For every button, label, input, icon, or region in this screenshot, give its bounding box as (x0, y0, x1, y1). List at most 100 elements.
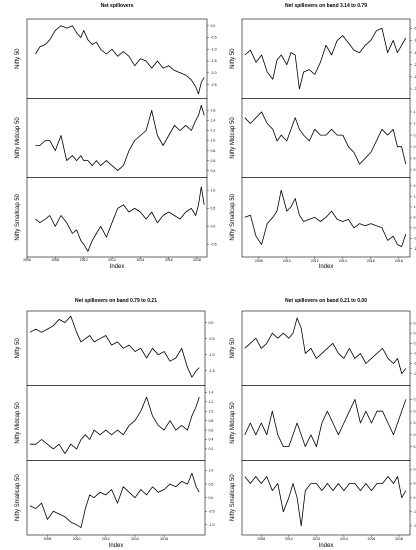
y-tick-label: 0.0 (211, 24, 216, 28)
series-label: Nifty 50 (230, 48, 236, 69)
y-tick-label: 0.6 (209, 428, 214, 432)
chart-title: Net spillovers (101, 3, 134, 9)
x-tick-label: 2012 (108, 258, 116, 262)
y-tick-label: 1.0 (211, 139, 216, 143)
y-tick-label: 0.3 (414, 409, 416, 413)
x-axis-label: Index (319, 264, 334, 270)
series-strip-3: -0.5 0.0 0.5 1.0 Nifty Smallcap 50 (15, 177, 217, 258)
strip-frame (26, 385, 206, 461)
series-label: Nifty Midcap 50 (15, 117, 21, 159)
y-tick-label: -0.2 (414, 510, 416, 514)
strip-frame (241, 385, 411, 461)
series-strip-2: 0.4 0.6 0.8 1.0 1.2 1.4 1.6 Nifty Midcap 50 (15, 98, 216, 178)
chart-panel-4: Net spillovers on band 0.21 to 0.00 -0.6 -… (230, 298, 416, 549)
y-tick-label: -2.5 (211, 83, 217, 87)
y-tick-label: -1.5 (414, 51, 416, 55)
y-tick-label: 0.8 (211, 149, 216, 153)
y-tick-label: 1.2 (414, 110, 416, 114)
y-tick-label: 0.4 (414, 156, 416, 160)
y-tick-label: -0.5 (211, 36, 217, 40)
x-tick-label: 2010 (73, 537, 81, 541)
x-tick-label: 2016 (165, 258, 173, 262)
x-tick-label: 2010 (285, 537, 293, 541)
x-tick-label: 2016 (160, 537, 168, 541)
y-tick-label: 0.6 (414, 145, 416, 149)
x-tick-label: 2014 (340, 537, 348, 541)
series-label: Nifty 50 (230, 338, 236, 359)
series-strip-2: 0.2 0.4 0.6 0.8 1.0 1.2 1.4 Nifty Midcap 50 (15, 385, 214, 461)
y-tick-label: 1.2 (211, 129, 216, 133)
x-tick-label: 2010 (80, 258, 88, 262)
y-tick-label: -0.6 (414, 372, 416, 376)
y-tick-label: 1.4 (211, 119, 216, 123)
y-tick-label: -2.5 (414, 75, 416, 79)
series-strip-1: -1.5 -1.0 -0.5 0.0 Nifty 50 (15, 310, 215, 386)
y-tick-label: -0.4 (414, 362, 416, 366)
series-label: Nifty Smallcap 50 (15, 193, 21, 240)
x-tick-label: 2006 (23, 258, 31, 262)
y-tick-label: 1.0 (211, 189, 216, 193)
y-tick-label: -0.5 (414, 26, 416, 30)
series-line (244, 476, 407, 527)
series-line (244, 398, 407, 448)
y-tick-label: -1.0 (209, 353, 215, 357)
y-tick-label: 0.0 (414, 496, 416, 500)
y-tick-label: 0.0 (414, 341, 416, 345)
strip-frame (241, 460, 411, 536)
series-strip-3: -0.4 -0.2 0.0 0.2 0.4 Nifty Smallcap 50 (230, 460, 416, 536)
x-tick-label: 2014 (136, 258, 144, 262)
y-tick-label: 0.5 (414, 216, 416, 220)
y-tick-label: -0.5 (209, 509, 215, 513)
y-tick-label: 0.2 (209, 447, 214, 451)
y-tick-label: 0.0 (414, 226, 416, 230)
strip-frame (26, 177, 208, 258)
strip-frame (26, 310, 206, 386)
series-line (35, 105, 205, 172)
series-strip-1: -3.0 -2.5 -2.0 -1.5 -1.0 -0.5 Nifty 50 (230, 18, 416, 99)
chart-title: Net spillovers on band 0.21 to 0.00 (285, 298, 367, 304)
y-tick-label: -0.2 (414, 352, 416, 356)
strip-frame (26, 98, 208, 178)
y-tick-label: -2.0 (414, 63, 416, 67)
x-tick-label: 2012 (311, 259, 319, 263)
chart-title: Net spillovers on band 0.79 to 0.21 (75, 298, 157, 304)
strip-frame (26, 18, 208, 99)
y-tick-label: -0.4 (414, 524, 416, 528)
series-strip-2: 0.2 0.4 0.6 0.8 1.0 1.2 Nifty Midcap 50 (230, 98, 416, 178)
series-strip-3: -1.0 -0.5 0.0 0.5 1.0 1.5 2.0 Nifty Smallcap 50 (230, 177, 416, 258)
y-tick-label: 0.1 (414, 433, 416, 437)
y-tick-label: 0.4 (414, 468, 416, 472)
series-line (244, 111, 407, 165)
strip-frame (241, 98, 411, 178)
x-tick-label: 2014 (339, 259, 347, 263)
y-tick-label: 0.4 (211, 169, 216, 173)
strip-frame (241, 310, 411, 386)
y-tick-label: 1.0 (209, 409, 214, 413)
x-tick-label: 2012 (312, 537, 320, 541)
y-tick-label: 0.2 (414, 482, 416, 486)
series-line (29, 472, 200, 528)
y-tick-label: 0.0 (209, 496, 214, 500)
chart-panel-2: Net spillovers on band 3.14 to 0.79-3.0-… (230, 3, 416, 270)
y-tick-label: 0.8 (209, 419, 214, 423)
x-tick-label: 2014 (131, 537, 139, 541)
y-tick-label: 1.6 (211, 109, 216, 113)
y-tick-label: -1.5 (211, 59, 217, 63)
y-tick-label: -3.0 (414, 87, 416, 91)
strip-frame (241, 18, 411, 99)
y-tick-label: 0.5 (209, 482, 214, 486)
series-line (244, 317, 407, 375)
x-tick-label: 2018 (193, 258, 201, 262)
series-label: Nifty Midcap 50 (230, 117, 236, 159)
series-label: Nifty Midcap 50 (230, 402, 236, 444)
series-label: Nifty 50 (15, 338, 21, 359)
y-tick-label: 0.2 (414, 331, 416, 335)
series-line (29, 315, 200, 378)
series-strip-1: -0.6 -0.4 -0.2 0.0 0.2 0.4 Nifty 50 (230, 310, 416, 386)
y-tick-label: 0.4 (209, 438, 214, 442)
y-tick-label: 0.2 (414, 168, 416, 172)
series-label: Nifty 50 (15, 48, 21, 69)
y-tick-label: -1.5 (209, 369, 215, 373)
y-tick-label: 0.8 (414, 133, 416, 137)
